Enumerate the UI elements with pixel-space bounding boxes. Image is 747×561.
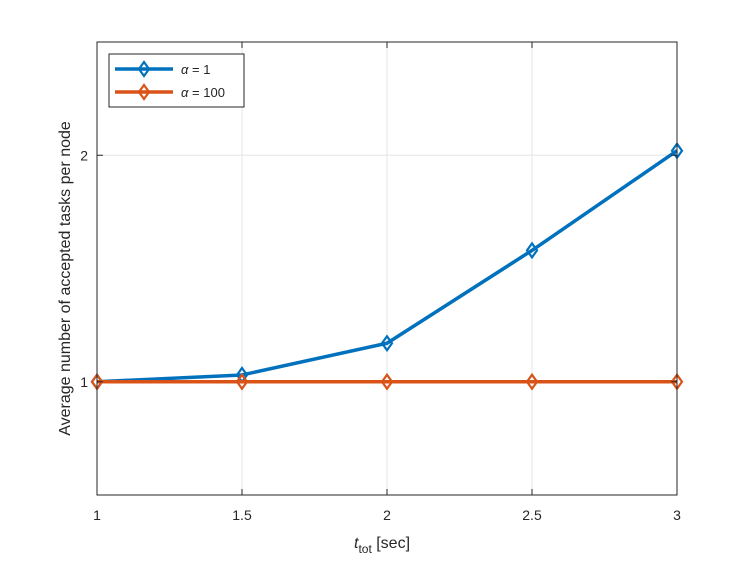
y-tick-labels: 12 — [80, 147, 88, 390]
data-point — [525, 241, 539, 260]
ticks — [96, 42, 678, 495]
legend-item: α = 1 — [115, 60, 210, 78]
data-point — [380, 372, 394, 391]
y-tick-label: 2 — [80, 147, 88, 163]
x-tick-label: 2.5 — [522, 507, 542, 523]
x-axis-label: ttot [sec] — [354, 535, 410, 556]
legend: α = 1α = 100 — [108, 53, 245, 108]
legend-label: α = 1 — [181, 62, 210, 77]
x-tick-label: 3 — [673, 507, 681, 523]
x-tick-label: 1.5 — [232, 507, 252, 523]
legend-item: α = 100 — [115, 83, 225, 101]
data-point — [235, 372, 249, 391]
legend-marker — [137, 83, 151, 101]
data-point — [525, 372, 539, 391]
legend-label-rest: = 100 — [188, 85, 225, 100]
legend-label-symbol: α — [181, 85, 189, 100]
legend-label: α = 100 — [181, 85, 225, 100]
data-point — [380, 334, 394, 353]
x-tick-label: 2 — [383, 507, 391, 523]
x-tick-labels: 1 1.5 2 2.5 3 — [93, 507, 681, 523]
series-line — [96, 149, 678, 384]
y-tick-label: 1 — [80, 374, 88, 390]
x-axis-label-sub: tot — [358, 542, 372, 556]
legend-marker — [137, 60, 151, 78]
legend-label-symbol: α — [181, 62, 189, 77]
legend-label-rest: = 1 — [188, 62, 210, 77]
x-axis-label-unit: [sec] — [372, 535, 410, 552]
x-tick-label: 1 — [93, 507, 101, 523]
y-axis-label: Average number of accepted tasks per nod… — [57, 121, 74, 436]
x-axis-label-main: t — [354, 535, 359, 552]
legend-box — [108, 53, 245, 108]
